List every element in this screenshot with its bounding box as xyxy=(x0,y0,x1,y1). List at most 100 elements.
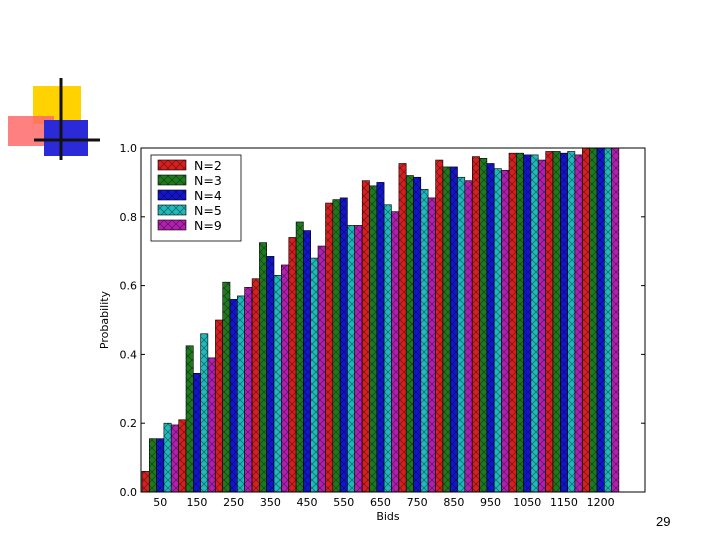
bar-N=5-450 xyxy=(310,257,319,493)
bar-N=9-950 xyxy=(501,170,510,493)
bar-hatch xyxy=(545,151,553,492)
bar-N=3-1050 xyxy=(515,152,524,493)
bar-N=5-350 xyxy=(273,274,282,493)
x-tick-label: 1150 xyxy=(550,496,578,509)
bar-N=3-850 xyxy=(442,166,451,493)
bar-hatch xyxy=(420,189,429,492)
logo-blue-square xyxy=(44,120,88,156)
bar-N=2-150 xyxy=(178,419,187,493)
bar-N=3-250 xyxy=(222,281,231,493)
y-tick-label: 1.0 xyxy=(120,142,138,155)
bar-N=4-150 xyxy=(193,373,201,493)
x-tick-label: 950 xyxy=(480,496,501,509)
bar-hatch xyxy=(442,166,451,493)
bar-N=9-850 xyxy=(464,180,473,493)
bar-hatch xyxy=(501,170,509,493)
bar-N=3-950 xyxy=(479,158,488,493)
bar-hatch xyxy=(266,256,274,492)
x-tick-label: 250 xyxy=(223,496,244,509)
bar-N=4-750 xyxy=(413,176,422,493)
bar-hatch xyxy=(574,154,583,492)
bar-N=3-50 xyxy=(149,438,157,493)
bar-N=3-1150 xyxy=(552,151,561,493)
bar-N=2-750 xyxy=(398,163,407,493)
bar-hatch xyxy=(200,333,208,492)
bar-N=2-650 xyxy=(361,180,370,493)
bar-hatch xyxy=(516,153,524,492)
bar-hatch xyxy=(450,166,458,493)
bar-N=9-550 xyxy=(354,225,363,493)
bar-hatch xyxy=(332,199,341,492)
legend-swatch-hatch xyxy=(158,160,186,170)
y-tick-label: 0.8 xyxy=(120,211,138,224)
bar-hatch xyxy=(325,203,333,493)
bar-N=9-150 xyxy=(207,357,216,493)
bar-hatch xyxy=(523,154,531,492)
bar-N=9-750 xyxy=(427,197,436,493)
bar-N=9-1050 xyxy=(537,159,546,493)
bar-hatch xyxy=(582,148,590,492)
axes: 0.0 0.2 0.4 0.6 0.8 1.0 50 150 250 350 450 550 650 75… xyxy=(120,142,646,509)
bar-hatch xyxy=(413,177,421,493)
bar-N=3-350 xyxy=(259,242,267,493)
bar-N=9-350 xyxy=(280,264,289,493)
bar-hatch xyxy=(530,154,539,492)
bar-hatch xyxy=(553,151,561,492)
bar-hatch xyxy=(567,151,575,492)
bar-hatch xyxy=(318,246,326,492)
y-tick-label: 0.4 xyxy=(120,348,138,361)
legend-entry-N=3: N=3 xyxy=(157,173,222,188)
bar-hatch xyxy=(230,299,238,492)
bar-hatch xyxy=(303,230,311,492)
bar-hatch xyxy=(252,278,260,492)
legend-label: N=5 xyxy=(194,203,222,218)
legend-swatch-hatch xyxy=(158,205,186,215)
bar-hatch xyxy=(486,163,495,493)
bar-hatch xyxy=(398,163,407,493)
bar-hatch xyxy=(538,160,546,493)
bar-N=2-50 xyxy=(141,471,150,493)
legend-label: N=4 xyxy=(194,188,222,203)
bar-N=2-350 xyxy=(251,278,260,493)
bar-N=3-550 xyxy=(332,199,341,493)
bar-hatch xyxy=(589,148,597,492)
bar-N=3-750 xyxy=(405,175,414,493)
bar-N=4-250 xyxy=(229,299,238,493)
bar-N=9-1150 xyxy=(574,154,583,493)
bar-hatch xyxy=(237,295,245,492)
bar-hatch xyxy=(347,225,355,492)
bar-hatch xyxy=(244,287,252,492)
bar-N=9-450 xyxy=(317,245,326,493)
bar-hatch xyxy=(369,185,377,492)
x-tick-label: 1200 xyxy=(587,496,615,509)
bar-N=4-450 xyxy=(303,230,311,493)
bar-hatch xyxy=(142,471,150,492)
bar-hatch xyxy=(376,182,385,492)
bar-N=3-150 xyxy=(185,345,194,493)
bar-hatch xyxy=(457,177,465,493)
bar-hatch xyxy=(259,242,267,492)
bar-hatch xyxy=(428,197,436,492)
bar-hatch xyxy=(340,197,348,492)
legend-swatch-hatch xyxy=(158,190,186,200)
x-tick-label: 550 xyxy=(333,496,354,509)
legend: N=2N=3N=4N=5N=9 xyxy=(150,154,242,242)
x-tick-label: 450 xyxy=(297,496,318,509)
bar-hatch xyxy=(406,175,414,492)
bar-hatch xyxy=(163,423,172,492)
bar-N=2-1200 xyxy=(582,147,591,493)
bar-N=9-50 xyxy=(170,424,179,493)
bar-N=5-50 xyxy=(163,422,172,493)
bar-N=4-1200 xyxy=(596,147,605,493)
bar-hatch xyxy=(597,148,605,492)
bar-N=4-1050 xyxy=(523,154,532,493)
bar-N=5-950 xyxy=(493,168,502,493)
x-tick-label: 1050 xyxy=(513,496,541,509)
bar-hatch xyxy=(274,275,282,492)
bar-N=3-650 xyxy=(369,185,378,493)
legend-swatch-hatch xyxy=(158,175,186,185)
bar-N=5-850 xyxy=(457,176,466,493)
bar-N=4-550 xyxy=(339,197,348,493)
legend-entry-N=2: N=2 xyxy=(157,158,222,173)
legend-entry-N=4: N=4 xyxy=(157,188,222,203)
